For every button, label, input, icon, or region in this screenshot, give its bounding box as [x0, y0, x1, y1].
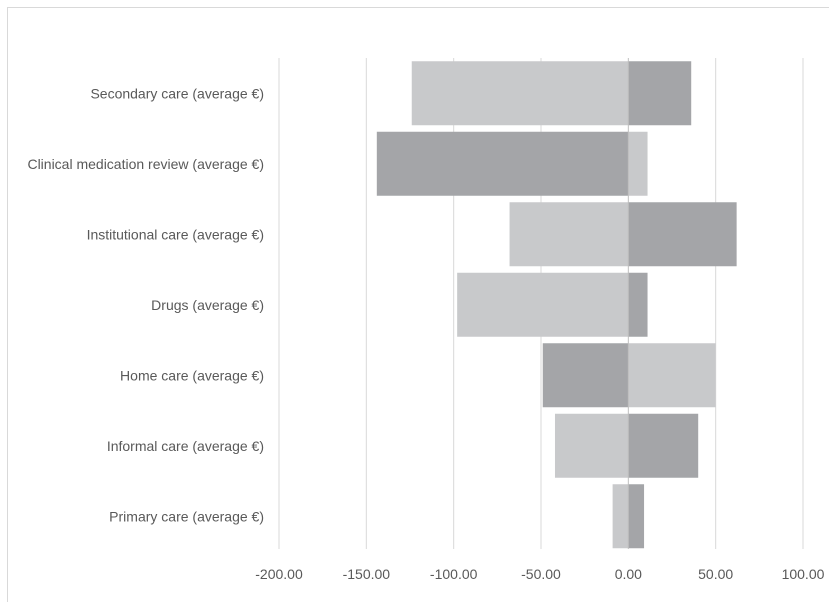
x-tick-label-5: 50.00 [698, 566, 733, 582]
bar-4-series-1 [628, 343, 716, 408]
bar-5-series-1 [628, 413, 699, 478]
category-label-4: Home care (average €) [120, 367, 264, 383]
category-label-1: Clinical medication review (average €) [27, 156, 264, 172]
bar-1-series-1 [628, 131, 648, 196]
x-tick-label-6: 100.00 [782, 566, 825, 582]
x-tick-label-4: 0.00 [615, 566, 642, 582]
category-label-5: Informal care (average €) [107, 438, 264, 454]
bar-6-series-0 [612, 484, 629, 549]
bar-0-series-0 [411, 61, 629, 126]
x-tick-label-1: -150.00 [343, 566, 391, 582]
x-tick-labels: -200.00 -150.00 -100.00 -50.00 0.00 50.00 100.… [255, 566, 824, 582]
category-label-0: Secondary care (average €) [90, 85, 264, 101]
bars [376, 61, 737, 549]
bar-2-series-0 [509, 202, 629, 267]
chart-frame [7, 7, 829, 602]
bar-6-series-1 [628, 484, 645, 549]
x-tick-label-2: -100.00 [430, 566, 478, 582]
x-tick-label-0: -200.00 [255, 566, 303, 582]
bar-2-series-1 [628, 202, 737, 267]
bar-3-series-0 [457, 272, 629, 337]
category-labels: Secondary care (average €) Clinical medic… [27, 85, 264, 524]
x-tick-label-3: -50.00 [521, 566, 561, 582]
bar-1-series-0 [376, 131, 629, 196]
bar-0-series-1 [628, 61, 692, 126]
category-label-6: Primary care (average €) [109, 508, 264, 524]
bar-3-series-1 [628, 272, 648, 337]
category-label-3: Drugs (average €) [151, 297, 264, 313]
bar-4-series-0 [542, 343, 629, 408]
bar-5-series-0 [554, 413, 629, 478]
category-label-2: Institutional care (average €) [87, 226, 264, 242]
